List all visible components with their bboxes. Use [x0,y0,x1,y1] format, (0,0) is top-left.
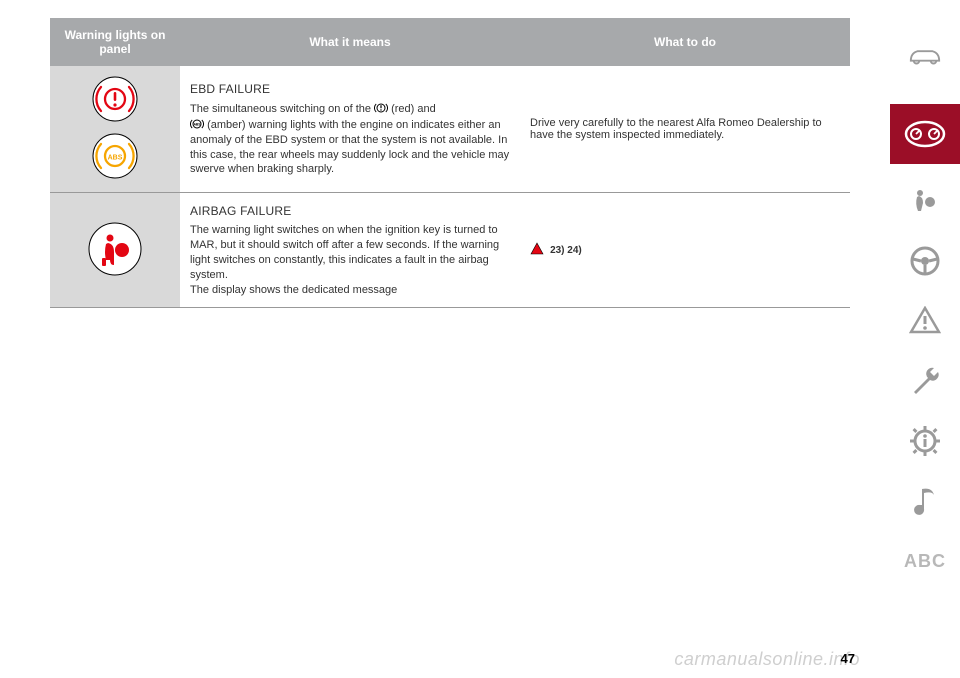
brake-warning-icon [92,76,138,122]
abs-inline-icon: ABS [190,117,204,131]
action-cell-ebd: Drive very carefully to the nearest Alfa… [520,66,850,193]
body-line2: (amber) warning lights with the engine o… [190,119,509,176]
action-text: Drive very carefully to the nearest Alfa… [530,117,822,141]
dashboard-gauge-icon [904,120,946,148]
meaning-cell-airbag: AIRBAG FAILURE The warning light switche… [180,193,520,308]
warning-light-cell-airbag [50,193,180,308]
page-number: 47 [841,651,855,666]
section-sidebar: ABC [890,0,960,678]
header-col2: What it means [180,18,520,66]
row-body: The simultaneous switching on of the (re… [190,101,510,177]
warning-triangle-side-icon [908,304,942,338]
row-body: The warning light switches on when the i… [190,223,510,282]
row-body2: The display shows the dedicated message [190,283,510,298]
body-mid1: (red) and [391,103,436,115]
warning-note-refs: 23) 24) [550,245,582,256]
table-row: ABS EBD FAILURE The simultaneous switchi… [50,66,850,193]
info-gear-icon [908,424,942,458]
steering-wheel-icon [908,244,942,278]
warning-triangle-icon [530,242,544,259]
manual-page: Warning lights on panel What it means Wh… [0,0,870,678]
watermark-text: carmanualsonline.info [674,649,860,670]
action-cell-airbag: 23) 24) [520,193,850,308]
music-note-icon [908,484,942,518]
brake-inline-icon [374,101,388,115]
abs-warning-icon: ABS [92,133,138,179]
warning-light-cell-ebd: ABS [50,66,180,193]
svg-text:ABS: ABS [108,155,123,162]
header-col1: Warning lights on panel [50,18,180,66]
row-title: AIRBAG FAILURE [190,203,510,219]
table-header-row: Warning lights on panel What it means Wh… [50,18,850,66]
car-silhouette-icon [908,38,942,72]
active-section-tab [890,104,960,164]
meaning-cell-ebd: EBD FAILURE The simultaneous switching o… [180,66,520,193]
body-pre: The simultaneous switching on of the [190,103,374,115]
svg-text:ABS: ABS [194,122,201,126]
abc-label: ABC [908,544,942,578]
airbag-warning-icon [88,222,142,276]
airbag-side-icon [908,184,942,218]
header-col3: What to do [520,18,850,66]
wrench-icon [908,364,942,398]
table-row: AIRBAG FAILURE The warning light switche… [50,193,850,308]
warning-lights-table: Warning lights on panel What it means Wh… [50,18,850,308]
row-title: EBD FAILURE [190,81,510,97]
